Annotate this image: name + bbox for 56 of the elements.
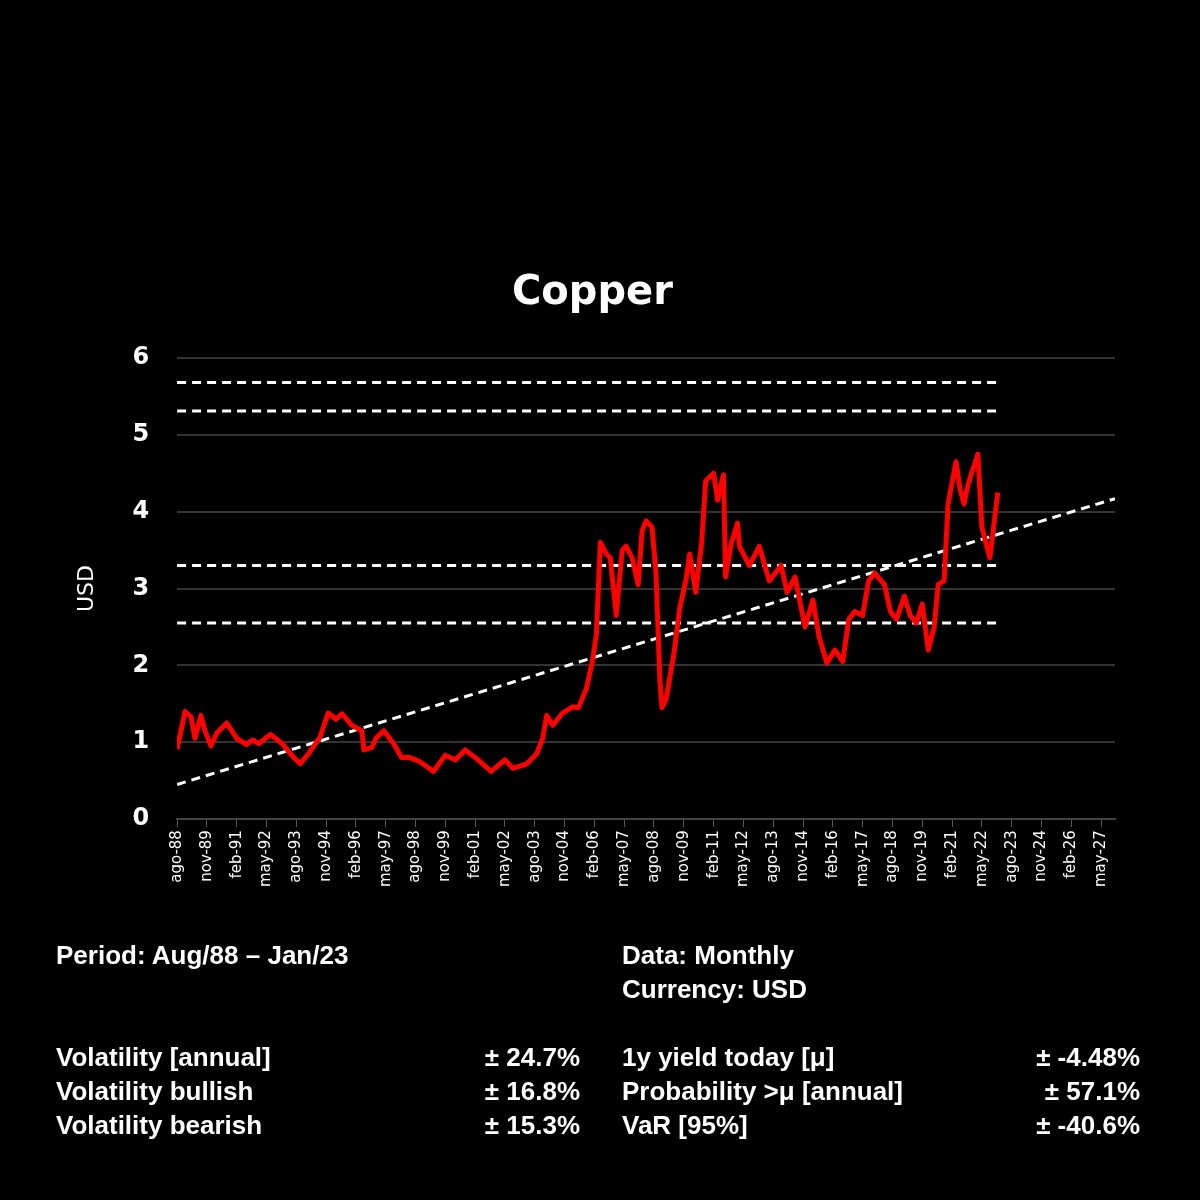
y-tick-label: 4 (132, 495, 150, 524)
y-tick-label: 1 (132, 726, 150, 755)
y-tick-label: 0 (132, 803, 150, 832)
x-tick-label: feb-91 (226, 830, 245, 879)
x-tick-label: feb-21 (941, 830, 960, 879)
text: ± -4.48% (1035, 1042, 1140, 1074)
y-tick-label: 3 (132, 572, 150, 601)
x-tick-label: nov-04 (554, 830, 573, 882)
chart-title: Copper (512, 267, 674, 314)
x-tick-label: may-92 (256, 830, 275, 888)
text: ± -40.6% (1035, 1110, 1140, 1142)
text: Volatility bullish (56, 1076, 255, 1108)
x-tick-label: feb-16 (822, 830, 841, 879)
text: Data: Monthly (622, 940, 795, 972)
y-tick-label: 2 (132, 649, 150, 678)
x-tick-label: feb-11 (703, 830, 722, 879)
text: 1y yield today [μ] (622, 1042, 836, 1074)
x-tick-label: ago-98 (405, 830, 424, 883)
x-tick-label: may-07 (614, 830, 633, 888)
x-tick-label: ago-88 (166, 830, 185, 883)
text: ± 57.1% (1043, 1076, 1140, 1108)
x-tick-label: ago-23 (1001, 830, 1020, 883)
x-tick-label: may-17 (852, 830, 871, 888)
text: Period: Aug/88 – Jan/23 (56, 940, 350, 972)
x-tick-label: may-02 (494, 830, 513, 888)
x-tick-label: feb-06 (584, 830, 603, 879)
x-tick-label: nov-99 (435, 830, 454, 882)
x-tick-label: may-12 (733, 830, 752, 888)
text: Currency: USD (622, 974, 808, 1006)
x-tick-label: may-22 (971, 830, 990, 888)
text: Volatility [annual] (56, 1042, 272, 1074)
x-tick-label: nov-24 (1031, 830, 1050, 882)
y-tick-label: 6 (132, 342, 150, 371)
x-tick-label: ago-18 (882, 830, 901, 883)
text: ± 16.8% (483, 1076, 580, 1108)
x-tick-label: nov-94 (316, 830, 335, 882)
x-tick-label: nov-09 (673, 830, 692, 882)
x-tick-label: feb-96 (345, 830, 364, 879)
y-axis-title: USD (72, 565, 98, 613)
x-tick-label: ago-03 (524, 830, 543, 883)
text: Volatility bearish (56, 1110, 264, 1142)
text: VaR [95%] (622, 1110, 749, 1142)
x-tick-label: ago-13 (763, 830, 782, 883)
x-tick-label: nov-19 (912, 830, 931, 882)
x-tick-label: nov-89 (196, 830, 215, 882)
text: ± 24.7% (483, 1042, 580, 1074)
x-tick-label: feb-26 (1061, 830, 1080, 879)
y-tick-label: 5 (132, 419, 150, 448)
x-tick-label: may-97 (375, 830, 394, 888)
x-tick-label: may-27 (1090, 830, 1109, 888)
text: ± 15.3% (483, 1110, 580, 1142)
x-tick-label: ago-08 (643, 830, 662, 883)
x-tick-label: nov-14 (792, 830, 811, 882)
x-tick-label: ago-93 (286, 830, 305, 883)
x-tick-label: feb-01 (465, 830, 484, 879)
text: Probability >μ [annual] (622, 1076, 904, 1108)
